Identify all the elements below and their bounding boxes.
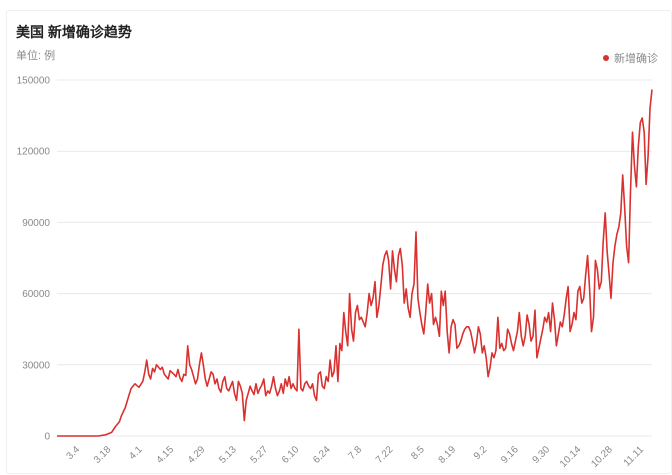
legend-dot-icon xyxy=(603,55,609,61)
x-tick-label: 7.8 xyxy=(347,444,365,462)
chart-card xyxy=(6,10,672,474)
x-tick-label: 9.2 xyxy=(472,444,490,462)
x-tick-label: 4.1 xyxy=(127,444,145,462)
x-tick-label: 5.13 xyxy=(217,444,239,466)
x-tick-label: 4.15 xyxy=(155,444,177,466)
x-tick-label: 6.24 xyxy=(311,444,333,466)
x-tick-label: 6.10 xyxy=(280,444,302,466)
x-tick-label: 9.30 xyxy=(531,444,553,466)
x-tick-label: 4.29 xyxy=(186,444,208,466)
x-tick-label: 3.18 xyxy=(92,444,114,466)
unit-label: 单位: 例 xyxy=(16,50,56,62)
legend[interactable]: 新增确诊 xyxy=(603,50,658,66)
legend-label: 新增确诊 xyxy=(614,53,658,65)
x-tick-label: 11.11 xyxy=(622,444,647,469)
series-line-new-cases xyxy=(57,89,653,437)
x-tick-label: 10.28 xyxy=(589,444,615,470)
x-tick-label: 3.4 xyxy=(65,444,83,462)
x-tick-label: 8.19 xyxy=(437,444,459,466)
y-tick-label: 30000 xyxy=(22,360,50,371)
x-tick-label: 10.14 xyxy=(558,444,584,470)
x-tick-label: 7.22 xyxy=(374,444,396,466)
x-tick-label: 9.16 xyxy=(499,444,521,466)
x-tick-label: 8.5 xyxy=(409,444,427,462)
y-tick-label: 90000 xyxy=(22,218,50,229)
y-tick-label: 150000 xyxy=(17,76,51,87)
y-tick-label: 0 xyxy=(44,432,50,443)
x-tick-label: 5.27 xyxy=(249,444,271,466)
chart-title: 美国 新增确诊趋势 xyxy=(16,24,132,40)
y-tick-label: 60000 xyxy=(22,289,50,300)
y-tick-label: 120000 xyxy=(17,147,51,158)
